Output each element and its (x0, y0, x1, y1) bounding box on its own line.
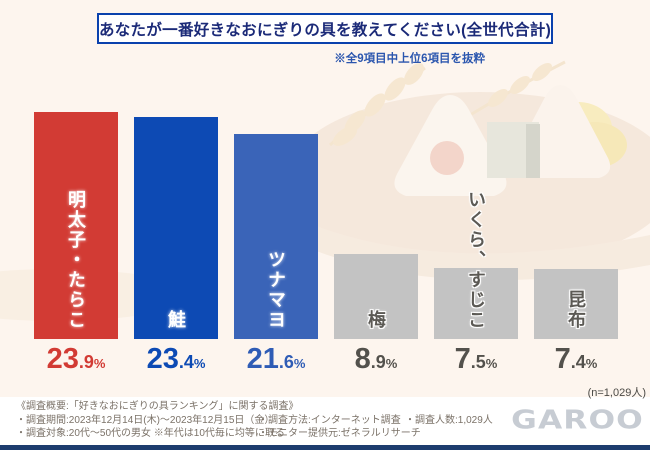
chart-subtitle: ※全9項目中上位6項目を抜粋 (334, 53, 485, 65)
bar-label: 明太子・たらこ (66, 190, 86, 330)
bar-value: 7.5% (454, 343, 498, 375)
bar-value: 23.9% (46, 343, 106, 375)
survey-overview: 《調査概要:「好きなおにぎりの具ランキング」に関する調査》 (16, 401, 299, 412)
bar-value: 21.6% (246, 343, 306, 375)
bar: 梅 (334, 254, 418, 339)
chart-title-text: あなたが一番好きなおにぎりの具を教えてください(全世代合計) (98, 21, 552, 39)
chart-title: あなたが一番好きなおにぎりの具を教えてください(全世代合計) (97, 13, 553, 44)
survey-period: ・調査期間:2023年12月14日(木)～2023年12月15日（金） (16, 414, 275, 426)
bar: ツナマヨ (234, 134, 318, 339)
bar-label: 鮭 (166, 310, 186, 330)
survey-details-right: ・調査人数:1,029人 (405, 414, 493, 428)
bar-label: ツナマヨ (266, 250, 286, 330)
bar-value: 7.4% (554, 343, 598, 375)
garoo-logo: GAROO (511, 404, 644, 435)
survey-details-middle: ・調査方法:インターネット調査 ・モニター提供元:ゼネラルリサーチ (258, 414, 421, 441)
survey-method: ・調査方法:インターネット調査 (258, 414, 401, 426)
survey-details-left: 《調査概要:「好きなおにぎりの具ランキング」に関する調査》 ・調査期間:2023… (16, 400, 298, 441)
survey-target: ・調査対象:20代～50代の男女 ※年代は10代毎に均等に取る (16, 428, 285, 439)
bar-label: いくら、すじこ (466, 190, 486, 330)
bar: 昆布 (534, 269, 618, 339)
sample-size-note: (n=1,029人) (587, 387, 646, 399)
bar-value: 23.4% (146, 343, 206, 375)
bar-label: 昆布 (566, 290, 586, 330)
bar: いくら、すじこ (434, 190, 518, 339)
survey-details-band: 《調査概要:「好きなおにぎりの具ランキング」に関する調査》 ・調査期間:2023… (0, 397, 650, 445)
bottom-rule (0, 445, 650, 450)
bar: 明太子・たらこ (34, 112, 118, 339)
survey-monitor: ・モニター提供元:ゼネラルリサーチ (258, 428, 421, 439)
bar: 鮭 (134, 117, 218, 339)
survey-count: ・調査人数:1,029人 (405, 414, 493, 426)
bar-label: 梅 (366, 310, 386, 330)
bar-value: 8.9% (354, 343, 398, 375)
